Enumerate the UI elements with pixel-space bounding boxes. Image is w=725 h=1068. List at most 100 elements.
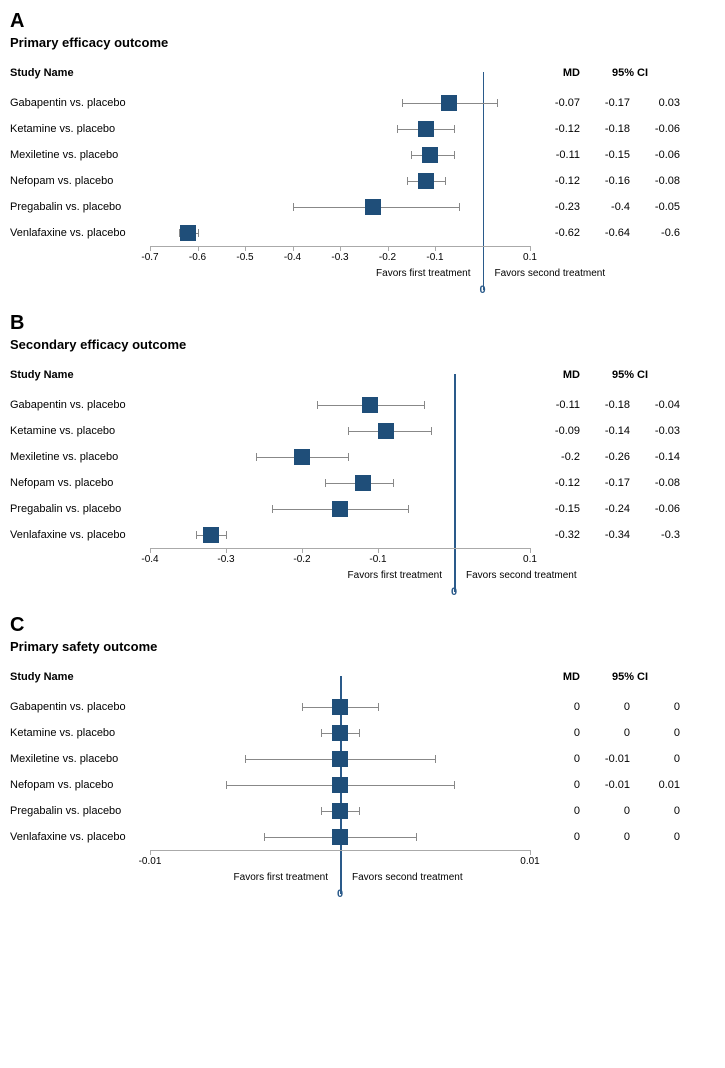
axis-tick-label: -0.2 xyxy=(293,554,310,565)
ci-upper: -0.06 xyxy=(630,503,680,515)
header-row: Study NameMD95% CI xyxy=(10,362,715,388)
ci-cap-right xyxy=(416,833,417,841)
header-plot-spacer xyxy=(150,362,530,388)
axis-tick-label: -0.1 xyxy=(369,554,386,565)
ci-cap-right xyxy=(497,99,498,107)
forest-plot-figure: APrimary efficacy outcomeStudy NameMD95%… xyxy=(10,10,715,906)
study-label: Pregabalin vs. placebo xyxy=(10,201,150,213)
study-label: Ketamine vs. placebo xyxy=(10,425,150,437)
ci-cap-left xyxy=(397,125,398,133)
plot-cell xyxy=(150,418,530,444)
ci-cap-right xyxy=(454,151,455,159)
point-estimate-marker xyxy=(203,527,219,543)
forest-row: Mexiletine vs. placebo-0.11-0.15-0.06 xyxy=(10,142,715,168)
study-label: Nefopam vs. placebo xyxy=(10,779,150,791)
md-value: -0.12 xyxy=(530,123,580,135)
study-label: Venlafaxine vs. placebo xyxy=(10,831,150,843)
favors-right-label: Favors second treatment xyxy=(352,872,463,883)
ci-upper: -0.04 xyxy=(630,399,680,411)
chart-body: Gabapentin vs. placebo-0.07-0.170.03 Keta… xyxy=(10,90,715,302)
point-estimate-marker xyxy=(441,95,457,111)
favors-left-label: Favors first treatment xyxy=(376,268,470,279)
forest-row: Ketamine vs. placebo000 xyxy=(10,720,715,746)
forest-panel: B Secondary efficacy outcome Study NameMD9… xyxy=(10,312,715,604)
forest-row: Venlafaxine vs. placebo000 xyxy=(10,824,715,850)
axis-tick xyxy=(226,548,227,553)
md-value: -0.15 xyxy=(530,503,580,515)
ci-lower: -0.18 xyxy=(580,123,630,135)
md-value: -0.11 xyxy=(530,399,580,411)
ci-upper: -0.05 xyxy=(630,201,680,213)
panel-title: Secondary efficacy outcome xyxy=(10,337,715,352)
forest-row: Gabapentin vs. placebo-0.07-0.170.03 xyxy=(10,90,715,116)
ci-cap-right xyxy=(359,807,360,815)
forest-row: Pregabalin vs. placebo-0.15-0.24-0.06 xyxy=(10,496,715,522)
forest-row: Nefopam vs. placebo0-0.010.01 xyxy=(10,772,715,798)
favors-left-label: Favors first treatment xyxy=(234,872,328,883)
plot-cell xyxy=(150,392,530,418)
point-estimate-marker xyxy=(294,449,310,465)
ci-upper: 0.01 xyxy=(630,779,680,791)
ci-cap-right xyxy=(459,203,460,211)
axis-tick-label: -0.6 xyxy=(189,252,206,263)
ci-lower: -0.15 xyxy=(580,149,630,161)
forest-row: Venlafaxine vs. placebo-0.62-0.64-0.6 xyxy=(10,220,715,246)
study-label: Mexiletine vs. placebo xyxy=(10,753,150,765)
study-label: Mexiletine vs. placebo xyxy=(10,149,150,161)
point-estimate-marker xyxy=(332,725,348,741)
plot-cell xyxy=(150,90,530,116)
axis-tick-label: -0.01 xyxy=(139,856,162,867)
plot-cell xyxy=(150,720,530,746)
ci-cap-left xyxy=(325,479,326,487)
study-label: Ketamine vs. placebo xyxy=(10,123,150,135)
ci-cap-right xyxy=(408,505,409,513)
study-label: Nefopam vs. placebo xyxy=(10,175,150,187)
ci-lower: -0.64 xyxy=(580,227,630,239)
study-label: Venlafaxine vs. placebo xyxy=(10,227,150,239)
header-md: MD xyxy=(530,67,580,79)
ci-upper: -0.6 xyxy=(630,227,680,239)
ci-cap-left xyxy=(321,729,322,737)
ci-upper: 0 xyxy=(630,727,680,739)
plot-cell xyxy=(150,220,530,246)
axis-tick xyxy=(340,246,341,251)
header-study: Study Name xyxy=(10,671,150,683)
point-estimate-marker xyxy=(332,777,348,793)
header-ci: 95% CI xyxy=(580,369,680,381)
ci-cap-left xyxy=(245,755,246,763)
panel-title: Primary efficacy outcome xyxy=(10,35,715,50)
favors-right-label: Favors second treatment xyxy=(495,268,606,279)
ci-lower: 0 xyxy=(580,727,630,739)
plot-cell xyxy=(150,142,530,168)
plot-cell xyxy=(150,496,530,522)
md-value: -0.32 xyxy=(530,529,580,541)
ci-cap-left xyxy=(226,781,227,789)
panel-letter: B xyxy=(10,312,715,335)
md-value: -0.2 xyxy=(530,451,580,463)
ci-lower: 0 xyxy=(580,831,630,843)
md-value: -0.07 xyxy=(530,97,580,109)
point-estimate-marker xyxy=(418,121,434,137)
axis-tick-label: -0.4 xyxy=(284,252,301,263)
md-value: 0 xyxy=(530,753,580,765)
axis-tick xyxy=(302,548,303,553)
x-axis: -0.010.01Favors first treatmentFavors se… xyxy=(10,850,715,906)
header-row: Study NameMD95% CI xyxy=(10,60,715,86)
axis-tick xyxy=(245,246,246,251)
ci-lower: -0.01 xyxy=(580,753,630,765)
ci-cap-left xyxy=(293,203,294,211)
header-ci: 95% CI xyxy=(580,671,680,683)
ci-lower: -0.4 xyxy=(580,201,630,213)
x-axis: -0.7-0.6-0.5-0.4-0.3-0.2-0.10.1Favors fi… xyxy=(10,246,715,302)
ci-lower: -0.24 xyxy=(580,503,630,515)
ci-cap-left xyxy=(272,505,273,513)
study-label: Gabapentin vs. placebo xyxy=(10,399,150,411)
ci-cap-right xyxy=(435,755,436,763)
ci-upper: -0.08 xyxy=(630,175,680,187)
header-study: Study Name xyxy=(10,67,150,79)
ci-cap-left xyxy=(196,531,197,539)
axis-tick xyxy=(435,246,436,251)
md-value: 0 xyxy=(530,701,580,713)
md-value: -0.12 xyxy=(530,175,580,187)
plot-cell xyxy=(150,194,530,220)
